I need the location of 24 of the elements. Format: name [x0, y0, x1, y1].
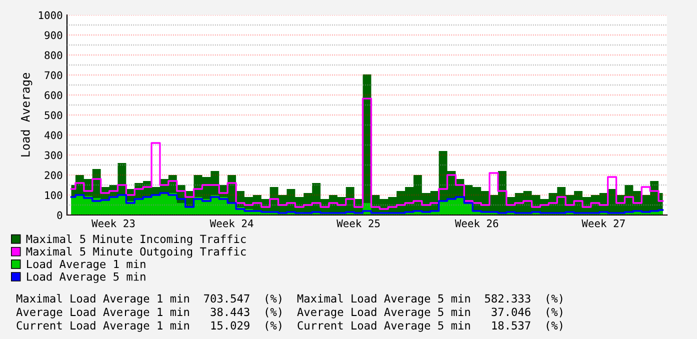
legend-label: Maximal 5 Minute Outgoing Traffic — [26, 247, 246, 258]
legend-label: Load Average 5 min — [27, 272, 146, 283]
legend-label: Load Average 1 min — [27, 260, 146, 270]
y-axis-title: Load Average — [20, 73, 32, 156]
y-tick-label: 100 — [45, 191, 62, 200]
x-tick-label: Week 27 — [582, 219, 625, 228]
y-tick-label: 300 — [44, 151, 62, 160]
y-tick-label: 600 — [44, 91, 62, 100]
y-tick-label: 0 — [57, 211, 62, 220]
x-tick-label: Week 25 — [336, 219, 380, 228]
y-tick-label: 700 — [44, 71, 62, 80]
text: Average Load Average 1 min 38.443 (%) Average Load Average 5 min 37.046 (%) — [16, 308, 562, 318]
y-tick-label: 400 — [44, 131, 62, 140]
y-tick-label: 900 — [44, 31, 62, 40]
x-tick-label: Week 24 — [210, 219, 254, 228]
y-tick-label: 200 — [44, 171, 62, 180]
legend-label: Maximal 5 Minute Incoming Traffic — [26, 234, 246, 246]
text: Maximal Load Average 1 min 703.547 (%) Maximal Load Average 5 min 582.333 (%) — [16, 294, 562, 305]
y-tick-label: 500 — [44, 111, 62, 120]
x-tick-label: Week 23 — [92, 219, 135, 228]
y-tick-label: 800 — [44, 51, 62, 60]
text: Current Load Average 1 min 15.029 (%) Current Load Average 5 min 18.537 (%) — [16, 321, 562, 332]
x-tick-label: Week 26 — [454, 219, 498, 228]
y-tick-label: 1000 — [39, 11, 62, 20]
